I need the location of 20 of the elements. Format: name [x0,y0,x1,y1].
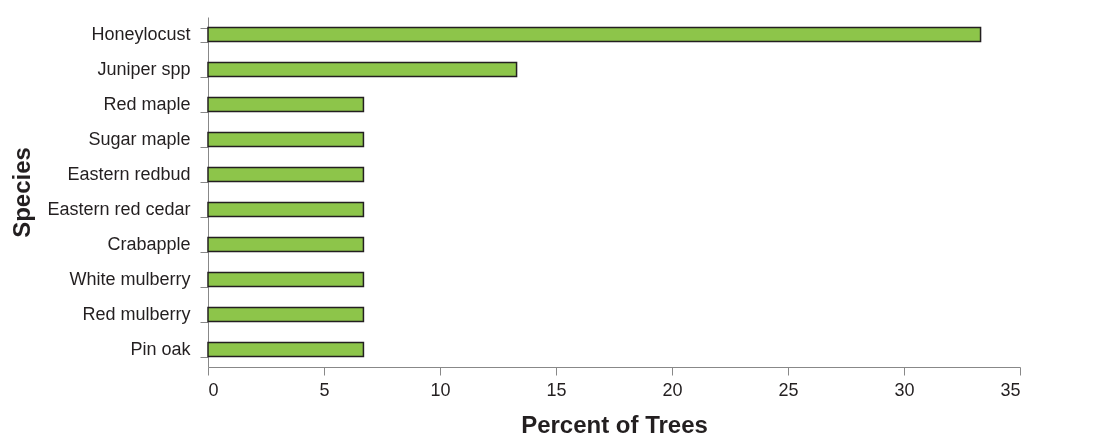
y-axis-title: Species [8,147,36,238]
y-tick-label: Juniper spp [97,59,191,79]
y-tick-label: Pin oak [130,339,192,359]
x-tick-label: 15 [546,379,567,400]
x-tick-label: 10 [430,379,451,400]
y-tick-label: Red mulberry [82,304,191,324]
y-tick-label: Eastern red cedar [47,199,191,219]
x-tick-label: 5 [319,379,330,400]
y-tick-label: Eastern redbud [67,164,191,184]
y-tick-label: White mulberry [69,269,191,289]
x-tick-label: 0 [208,379,219,400]
y-tick-label: Red maple [103,94,191,114]
x-tick-label: 25 [778,379,799,400]
x-tick-label: 30 [894,379,915,400]
y-tick-label: Honeylocust [91,24,191,44]
x-tick-label: 20 [662,379,683,400]
x-tick-label: 35 [1000,379,1021,400]
y-tick-label: Crabapple [107,234,191,254]
y-tick-label: Sugar maple [88,129,191,149]
x-axis-title: Percent of Trees [521,410,708,438]
